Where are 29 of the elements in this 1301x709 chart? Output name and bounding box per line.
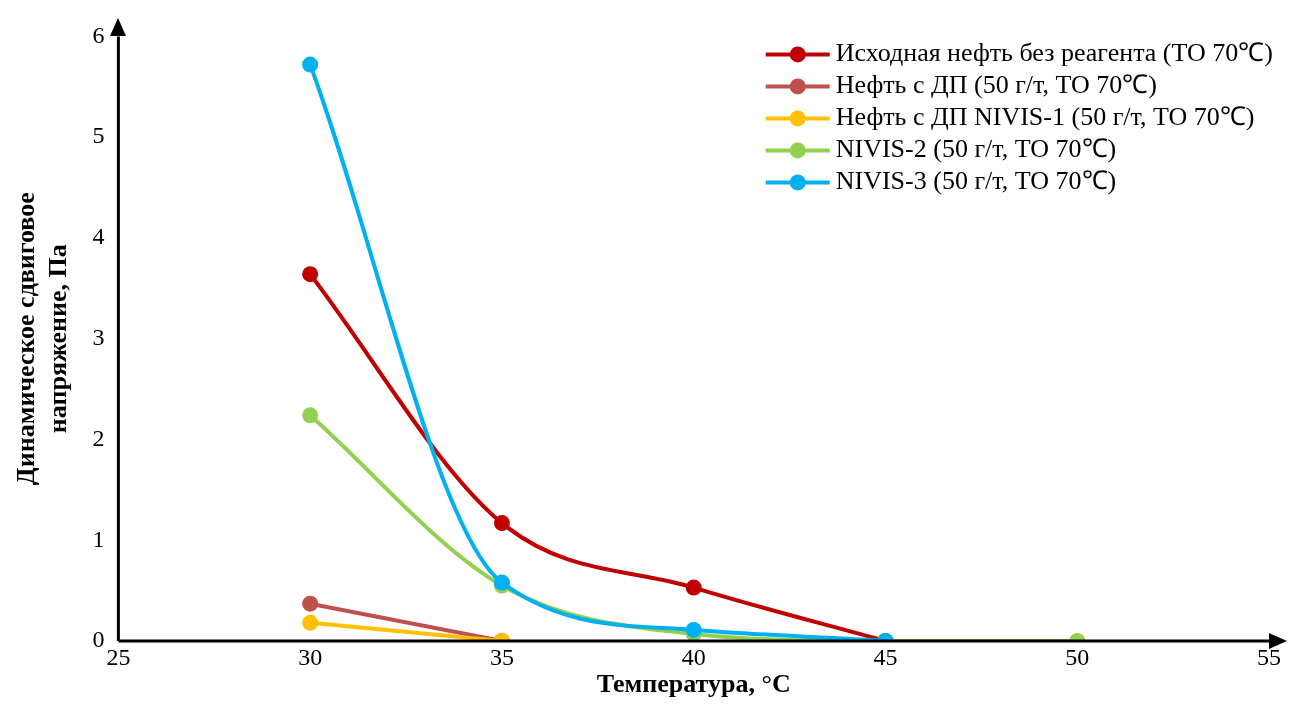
legend-label: NIVIS-2 (50 г/т, ТО 70℃) (835, 134, 1117, 164)
y-tick-label: 6 (92, 21, 105, 48)
x-tick-label: 45 (873, 643, 898, 670)
point (302, 407, 319, 424)
point (302, 595, 319, 612)
x-tick-label: 25 (106, 643, 131, 670)
y-tick-label: 4 (92, 223, 105, 250)
point (302, 56, 319, 73)
point (302, 614, 319, 631)
x-tick-label: 55 (1257, 643, 1281, 670)
point (685, 579, 702, 596)
x-tick-label: 30 (298, 643, 323, 670)
x-tick-label: 50 (1065, 643, 1090, 670)
point (302, 266, 319, 283)
x-axis-title: Температура, °С (596, 669, 791, 699)
y-axis-title: Динамическое сдвиговое напряжение, Па (11, 192, 72, 486)
x-tick-label: 35 (489, 643, 514, 670)
point (493, 515, 510, 532)
y-tick-label: 2 (92, 424, 105, 451)
y-tick-label: 0 (92, 626, 105, 653)
legend-label: Нефть с ДП NIVIS-1 (50 г/т, ТО 70℃) (835, 102, 1255, 132)
x-tick-label: 40 (681, 643, 706, 670)
y-tick-label: 1 (92, 525, 105, 552)
y-tick-label: 3 (92, 324, 105, 350)
legend-label: Нефть с ДП (50 г/т, ТО 70℃) (835, 70, 1157, 100)
y-tick-label: 5 (92, 122, 105, 149)
point (685, 621, 702, 638)
legend-label: Исходная нефть без реагента (ТО 70℃) (835, 38, 1274, 68)
legend-label: NIVIS-3 (50 г/т, ТО 70℃) (835, 166, 1117, 196)
